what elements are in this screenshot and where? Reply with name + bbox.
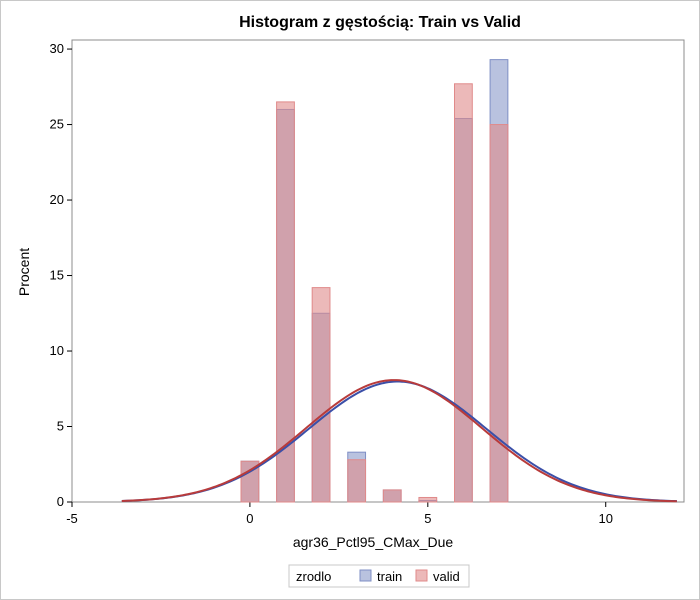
x-tick-label: -5 bbox=[66, 511, 78, 526]
y-axis-label: Procent bbox=[16, 248, 32, 296]
histogram-bar-valid bbox=[311, 287, 331, 503]
y-tick-label: 0 bbox=[57, 494, 64, 509]
legend-label-train: train bbox=[377, 569, 402, 584]
legend-swatch-valid bbox=[415, 569, 428, 582]
legend-title: zrodlo bbox=[296, 569, 331, 584]
density-curve-valid bbox=[121, 379, 677, 503]
x-tick-label: 5 bbox=[424, 511, 431, 526]
y-tick-label: 5 bbox=[57, 419, 64, 434]
x-tick-label: 10 bbox=[598, 511, 612, 526]
y-tick-label: 25 bbox=[50, 117, 64, 132]
histogram-bar-valid bbox=[489, 124, 509, 503]
x-axis-label: agr36_Pctl95_CMax_Due bbox=[293, 534, 454, 550]
y-tick-label: 10 bbox=[50, 343, 64, 358]
histogram-bar-valid bbox=[240, 460, 260, 503]
chart-title: Histogram z gęstością: Train vs Valid bbox=[239, 14, 521, 31]
legend: zrodlo train valid bbox=[288, 564, 470, 588]
plot-frame bbox=[71, 39, 685, 503]
y-tick-label: 15 bbox=[50, 268, 64, 283]
histogram-bar-valid bbox=[418, 496, 438, 503]
histogram-bar-valid bbox=[276, 101, 295, 503]
y-tick-label: 30 bbox=[50, 41, 64, 56]
y-tick-label: 20 bbox=[50, 192, 64, 207]
histogram-bar-valid bbox=[382, 489, 402, 503]
histogram-bar-valid bbox=[347, 459, 367, 503]
histogram-bar-valid bbox=[454, 83, 473, 503]
legend-label-valid: valid bbox=[433, 569, 460, 584]
x-tick-label: 0 bbox=[246, 511, 253, 526]
legend-swatch-train bbox=[359, 569, 372, 582]
